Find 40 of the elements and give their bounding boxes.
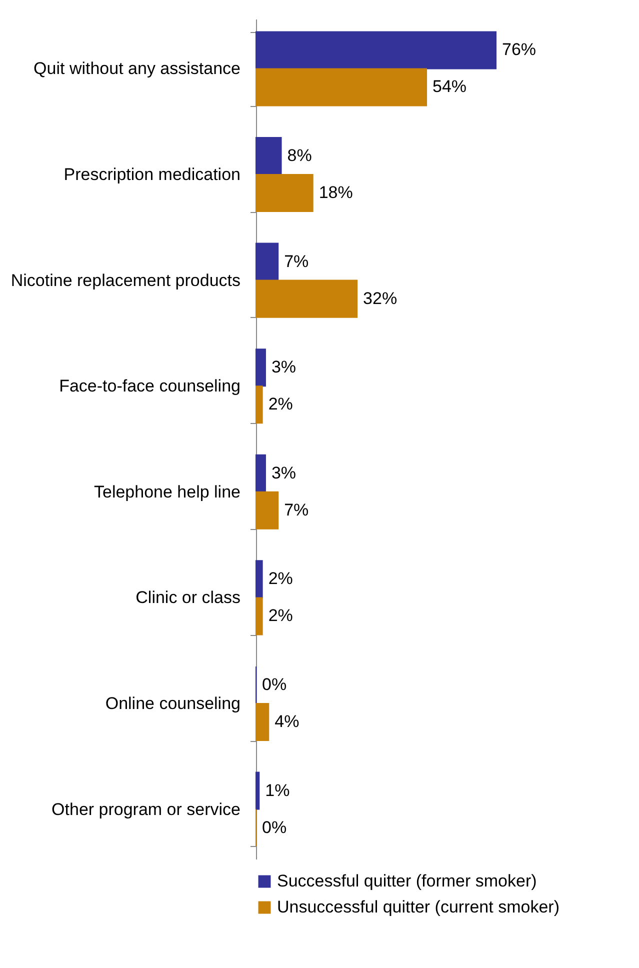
bar <box>256 454 266 492</box>
bar <box>256 491 279 530</box>
data-label: 7% <box>284 252 309 271</box>
y-tick-label: Other program or service <box>52 800 240 819</box>
data-label: 8% <box>287 146 312 166</box>
bar <box>256 560 263 598</box>
data-label: 0% <box>262 818 287 837</box>
data-label: 32% <box>363 288 398 308</box>
data-label: 3% <box>271 358 296 377</box>
data-label: 2% <box>268 606 293 626</box>
bar <box>256 280 358 318</box>
bar <box>256 31 496 70</box>
y-tick-label: Online counseling <box>105 694 240 713</box>
data-label: 18% <box>318 183 353 202</box>
legend-label: Unsuccessful quitter (current smoker) <box>277 898 560 916</box>
bar <box>256 348 266 387</box>
bar <box>256 386 263 424</box>
data-label: 2% <box>268 394 293 414</box>
data-label: 0% <box>262 674 287 694</box>
y-tick-label: Prescription medication <box>64 165 240 184</box>
data-label: 54% <box>432 77 467 96</box>
data-label: 4% <box>274 712 300 731</box>
data-label: 76% <box>502 40 536 60</box>
y-tick-label: Face-to-face counseling <box>59 376 240 396</box>
y-tick-label: Clinic or class <box>136 588 240 608</box>
y-tick-label: Nicotine replacement products <box>10 270 240 290</box>
bar <box>256 597 263 636</box>
bar <box>256 702 270 742</box>
y-tick-label: Telephone help line <box>94 482 240 502</box>
data-label: 7% <box>284 500 309 520</box>
data-label: 1% <box>265 780 290 800</box>
legend-label: Successful quitter (former smoker) <box>277 872 537 890</box>
data-label: 3% <box>271 463 296 482</box>
bar <box>256 772 260 810</box>
bar <box>256 174 314 212</box>
bar <box>256 242 279 281</box>
bar <box>256 68 428 106</box>
data-label: 2% <box>268 569 293 588</box>
y-tick-label: Quit without any assistance <box>34 59 240 78</box>
bar <box>256 136 282 176</box>
